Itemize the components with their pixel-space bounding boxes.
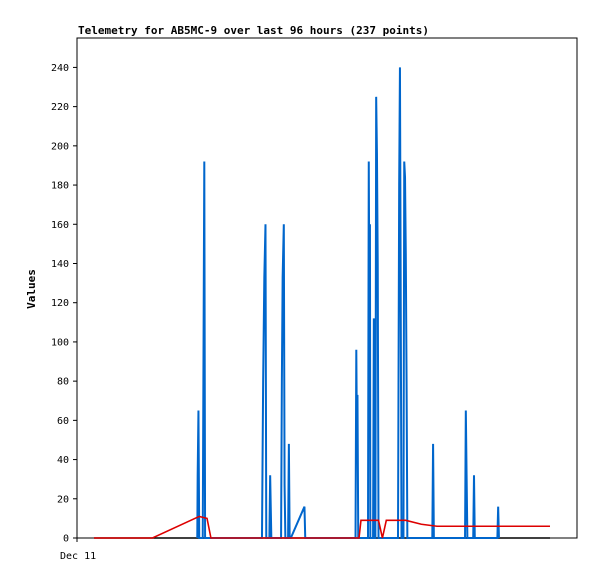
y-tick-label: 0 — [63, 534, 69, 545]
series-layer — [94, 67, 550, 539]
y-tick-label: 60 — [57, 416, 69, 427]
y-tick-label: 20 — [57, 494, 69, 505]
series-line-0 — [196, 67, 500, 539]
series-line-1 — [94, 515, 550, 539]
y-tick-label: 240 — [51, 63, 69, 74]
y-tick-label: 180 — [51, 181, 69, 192]
y-tick-label: 220 — [51, 102, 69, 113]
chart-title: Telemetry for AB5MC-9 over last 96 hours… — [78, 24, 429, 37]
y-tick-label: 200 — [51, 141, 69, 152]
y-tick-label: 80 — [57, 377, 69, 388]
x-tick-label: Dec 11 — [60, 551, 96, 562]
y-tick-label: 120 — [51, 298, 69, 309]
y-tick-label: 100 — [51, 337, 69, 348]
y-tick-label: 140 — [51, 259, 69, 270]
y-tick-label: 160 — [51, 220, 69, 231]
y-tick-label: 40 — [57, 455, 69, 466]
y-axis-label: Values — [25, 269, 38, 309]
y-axis: 0 20 40 60 80 100 120 140 160 180 200 220 240 — [51, 63, 77, 545]
plot-frame — [76, 37, 578, 539]
